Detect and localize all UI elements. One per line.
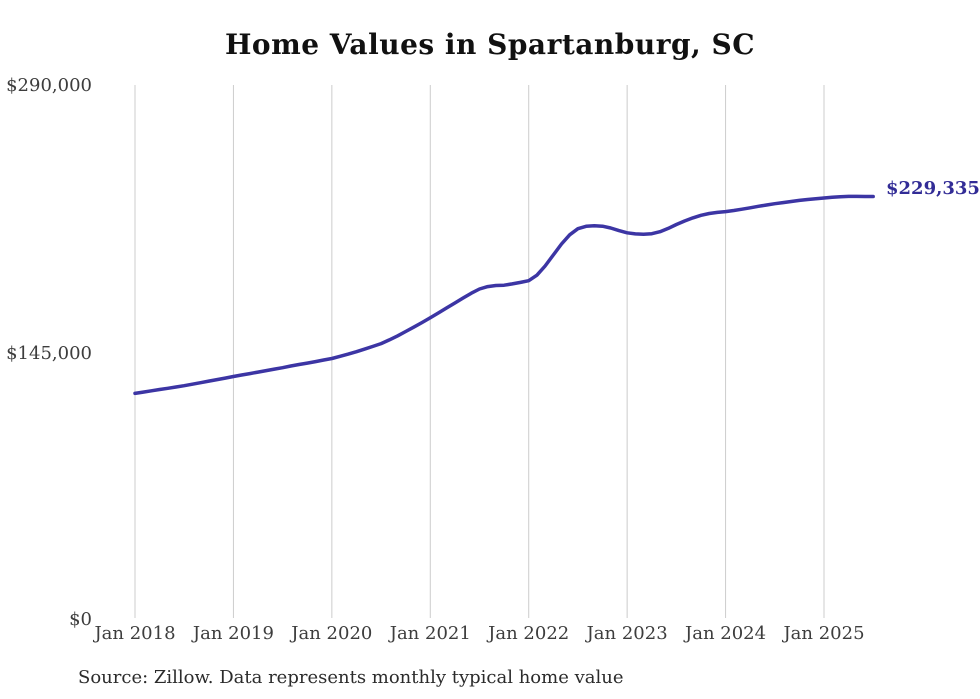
x-tick-label: Jan 2023	[586, 623, 668, 644]
source-note: Source: Zillow. Data represents monthly …	[78, 667, 624, 688]
y-tick-label-0: $0	[69, 609, 92, 630]
y-tick-label-290000: $290,000	[6, 75, 92, 96]
series-end-value-label: $229,335	[886, 178, 980, 199]
x-tick-label: Jan 2021	[389, 623, 471, 644]
x-tick-label: Jan 2024	[685, 623, 767, 644]
chart-title: Home Values in Spartanburg, SC	[224, 28, 756, 61]
x-tick-label: Jan 2018	[94, 623, 176, 644]
x-tick-label: Jan 2022	[488, 623, 570, 644]
y-tick-label-145000: $145,000	[6, 343, 92, 364]
x-tick-label: Jan 2019	[192, 623, 274, 644]
x-tick-label: Jan 2020	[291, 623, 373, 644]
x-tick-label: Jan 2025	[783, 623, 865, 644]
home-value-line-series	[133, 194, 875, 396]
